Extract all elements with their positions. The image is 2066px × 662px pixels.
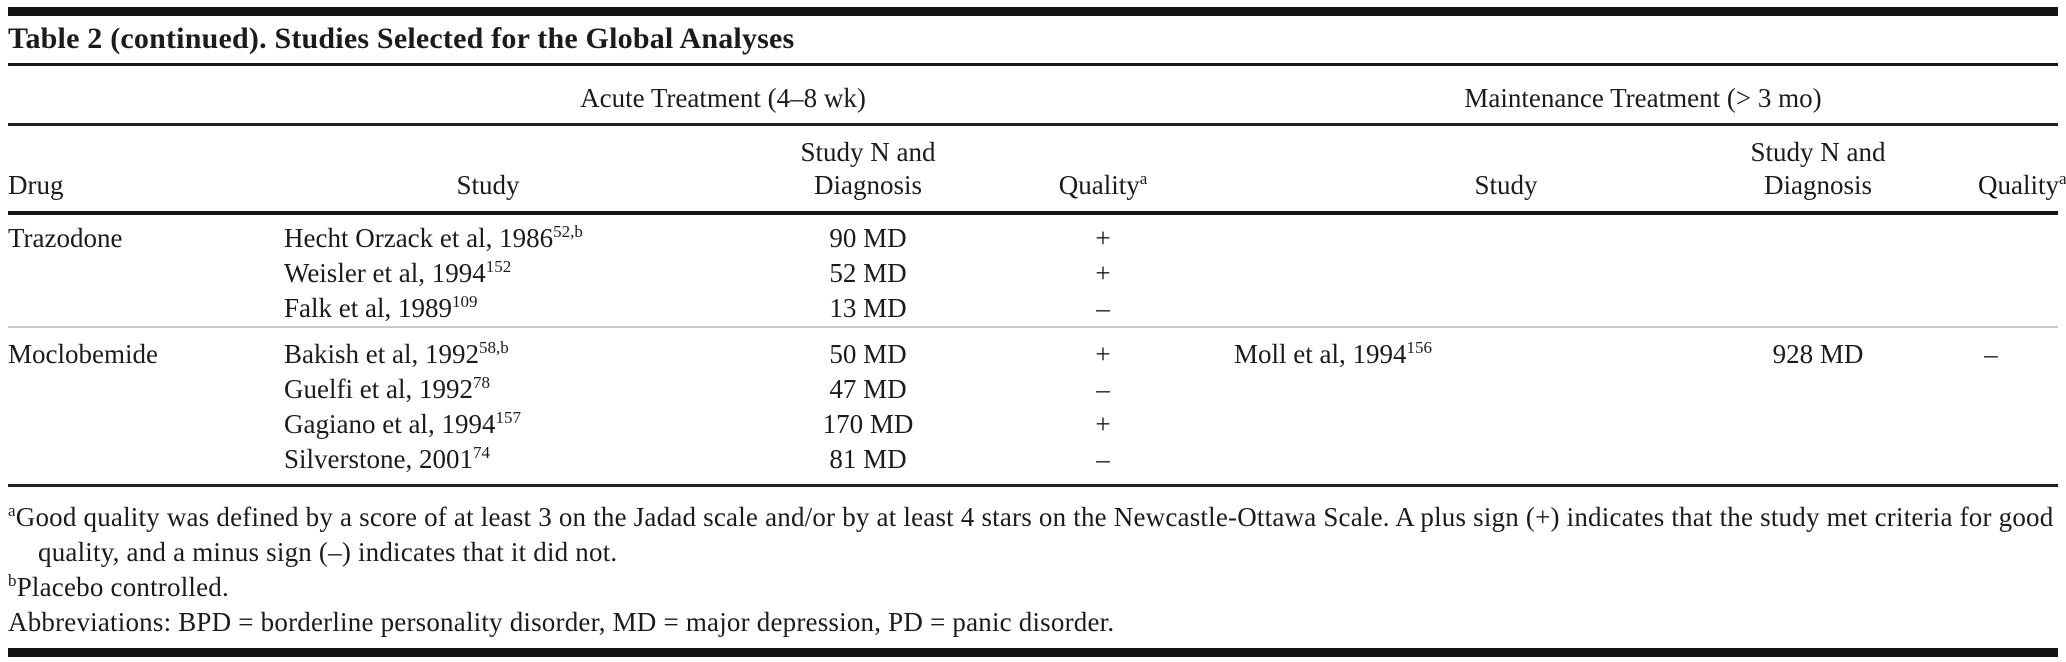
footnote-a: aGood quality was defined by a score of … bbox=[8, 501, 2054, 567]
column-header-quality-acute: Qualitya bbox=[1038, 124, 1168, 215]
acute-study-cell: Weisler et al, 1994152 bbox=[284, 257, 512, 288]
footnote-marker-a: a bbox=[2059, 169, 2066, 188]
drug-cell: Moclobemide bbox=[8, 326, 278, 372]
studies-table: Acute Treatment (4–8 wk) Maintenance Tre… bbox=[8, 66, 2066, 487]
footnote-marker-a: a bbox=[1139, 169, 1148, 188]
table-row: Moclobemide Bakish et al, 199258,b 50 MD… bbox=[8, 326, 2059, 372]
reference-superscript: 52,b bbox=[553, 222, 583, 241]
spanner-row: Acute Treatment (4–8 wk) Maintenance Tre… bbox=[8, 66, 2059, 126]
acute-study-cell: Bakish et al, 199258,b bbox=[278, 326, 698, 372]
column-header-study-maint: Study bbox=[1228, 124, 1658, 215]
acute-n-cell: 170 MD bbox=[822, 409, 914, 439]
acute-n-cell: 52 MD bbox=[829, 258, 907, 288]
n-header-line1: Study N and bbox=[1750, 137, 1886, 167]
footnote-b: bPlacebo controlled. bbox=[8, 571, 229, 602]
acute-quality-cell: + bbox=[1095, 223, 1111, 253]
reference-superscript: 78 bbox=[472, 373, 490, 392]
reference-superscript: 109 bbox=[451, 292, 478, 311]
acute-n-cell: 90 MD bbox=[829, 223, 907, 253]
top-rule bbox=[8, 7, 2058, 16]
reference-superscript: 152 bbox=[485, 257, 512, 276]
drug-cell: Trazodone bbox=[8, 223, 123, 253]
acute-quality-cell: – bbox=[1096, 293, 1110, 323]
column-header-gap bbox=[1168, 124, 1228, 215]
n-header-line2: Diagnosis bbox=[1764, 170, 1872, 200]
maint-n-cell bbox=[1658, 213, 1978, 256]
acute-n-cell: 81 MD bbox=[698, 442, 1038, 487]
table-row: Gagiano et al, 1994157 170 MD + bbox=[8, 407, 2058, 442]
column-header-row: Drug Study Study N and Diagnosis Quality… bbox=[8, 124, 2066, 215]
acute-study-cell: Gagiano et al, 1994157 bbox=[284, 408, 521, 439]
paper-table-page: Table 2 (continued). Studies Selected fo… bbox=[0, 7, 2066, 662]
table-row: Weisler et al, 1994152 52 MD + bbox=[8, 256, 2058, 291]
acute-quality-cell: – bbox=[1038, 442, 1168, 487]
n-header-line2: Diagnosis bbox=[814, 170, 922, 200]
bottom-rule bbox=[8, 648, 2058, 657]
spanner-maintenance: Maintenance Treatment (> 3 mo) bbox=[1228, 66, 2059, 126]
drug-cell bbox=[8, 256, 278, 291]
footnotes: aGood quality was defined by a score of … bbox=[8, 500, 2058, 640]
column-header-drug: Drug bbox=[8, 124, 278, 215]
reference-superscript: 156 bbox=[1406, 338, 1432, 357]
acute-quality-cell: + bbox=[1038, 326, 1168, 372]
spanner-acute: Acute Treatment (4–8 wk) bbox=[278, 66, 1168, 126]
n-header-line1: Study N and bbox=[800, 137, 936, 167]
maint-n-cell: 928 MD bbox=[1658, 326, 1978, 372]
acute-n-cell: 47 MD bbox=[829, 374, 907, 404]
table-title: Table 2 (continued). Studies Selected fo… bbox=[8, 20, 2058, 66]
maint-study-cell bbox=[1228, 213, 1658, 256]
acute-quality-cell: + bbox=[1095, 258, 1111, 288]
maint-study-cell: Moll et al, 1994156 bbox=[1228, 326, 1658, 372]
acute-n-cell: 50 MD bbox=[698, 326, 1038, 372]
acute-study-cell: Guelfi et al, 199278 bbox=[284, 373, 490, 404]
footnote-a-marker: a bbox=[8, 501, 16, 520]
acute-quality-cell: + bbox=[1095, 409, 1111, 439]
table-row: Silverstone, 200174 81 MD – bbox=[8, 442, 2059, 487]
acute-n-cell: 13 MD bbox=[829, 293, 907, 323]
spanner-gap bbox=[1168, 66, 1228, 126]
table-row: Falk et al, 1989109 13 MD – bbox=[8, 291, 2058, 327]
column-header-quality-maint: Qualitya bbox=[1978, 124, 2066, 215]
drug-cell bbox=[8, 407, 278, 442]
drug-cell bbox=[8, 291, 278, 327]
acute-study-cell: Hecht Orzack et al, 198652,b bbox=[284, 222, 583, 253]
column-header-n-maint: Study N and Diagnosis bbox=[1658, 124, 1978, 215]
maint-quality-cell bbox=[1978, 213, 2058, 256]
drug-cell bbox=[8, 372, 278, 407]
footnote-b-marker: b bbox=[8, 571, 17, 590]
column-header-study-acute: Study bbox=[278, 124, 698, 215]
reference-superscript: 58,b bbox=[478, 338, 509, 357]
drug-cell bbox=[8, 442, 278, 487]
acute-quality-cell: – bbox=[1096, 374, 1110, 404]
reference-superscript: 157 bbox=[495, 408, 521, 427]
reference-superscript: 74 bbox=[473, 443, 490, 462]
column-header-n-acute: Study N and Diagnosis bbox=[698, 124, 1038, 215]
acute-study-cell: Silverstone, 200174 bbox=[278, 442, 698, 487]
table-row: Trazodone Hecht Orzack et al, 198652,b 9… bbox=[8, 213, 2058, 256]
acute-study-cell: Falk et al, 1989109 bbox=[284, 292, 478, 323]
spanner-spacer bbox=[8, 66, 278, 126]
table-row: Guelfi et al, 199278 47 MD – bbox=[8, 372, 2058, 407]
maint-quality-cell: – bbox=[1978, 326, 2059, 372]
abbreviations-note: Abbreviations: BPD = borderline personal… bbox=[8, 607, 1115, 637]
